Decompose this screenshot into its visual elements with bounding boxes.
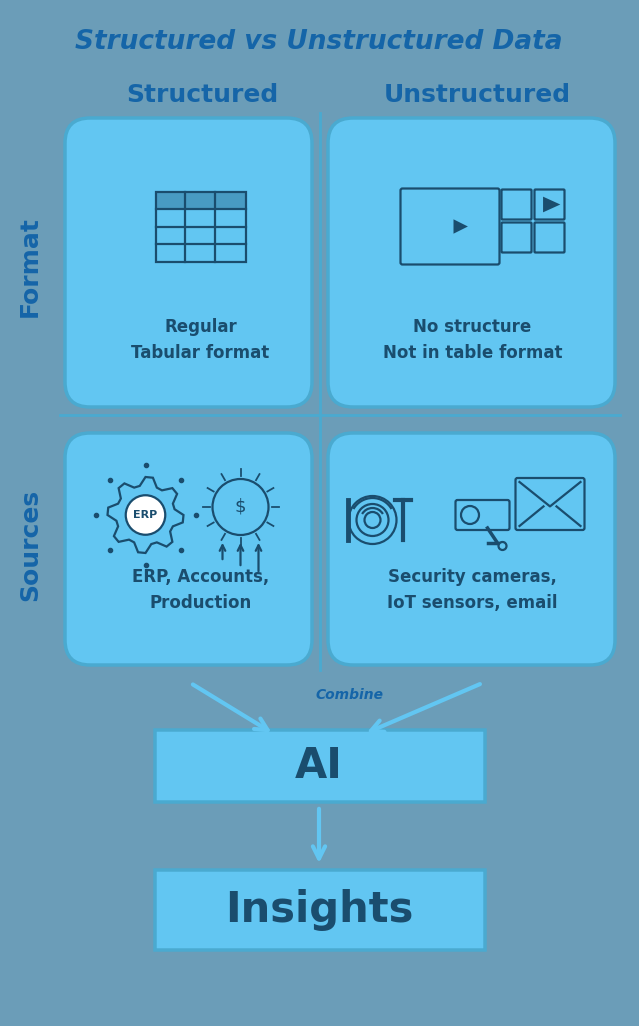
Text: ERP, Accounts,
Production: ERP, Accounts, Production <box>132 567 269 613</box>
FancyBboxPatch shape <box>456 500 509 530</box>
Text: Unstructured: Unstructured <box>384 83 571 107</box>
FancyBboxPatch shape <box>155 870 485 950</box>
FancyBboxPatch shape <box>65 433 312 665</box>
Circle shape <box>498 542 507 550</box>
FancyBboxPatch shape <box>534 223 564 252</box>
Text: Combine: Combine <box>315 688 383 702</box>
FancyBboxPatch shape <box>534 190 564 220</box>
Circle shape <box>126 496 166 535</box>
Text: ERP: ERP <box>134 510 158 520</box>
Text: Security cameras,
IoT sensors, email: Security cameras, IoT sensors, email <box>387 567 558 613</box>
FancyBboxPatch shape <box>516 478 585 530</box>
FancyBboxPatch shape <box>65 118 312 407</box>
FancyBboxPatch shape <box>401 189 500 265</box>
Polygon shape <box>543 197 560 212</box>
Bar <box>155 192 245 262</box>
Circle shape <box>461 506 479 524</box>
Bar <box>155 192 245 209</box>
Polygon shape <box>454 220 468 234</box>
Text: Structured: Structured <box>127 83 279 107</box>
Text: Insights: Insights <box>225 889 413 931</box>
FancyBboxPatch shape <box>502 223 532 252</box>
FancyBboxPatch shape <box>328 118 615 407</box>
Text: No structure
Not in table format: No structure Not in table format <box>383 318 562 362</box>
Text: Structured vs Unstructured Data: Structured vs Unstructured Data <box>75 29 563 55</box>
Text: $: $ <box>235 498 246 516</box>
Text: AI: AI <box>295 745 343 787</box>
Text: Format: Format <box>18 216 42 317</box>
Text: Sources: Sources <box>18 489 42 601</box>
Circle shape <box>213 479 268 535</box>
FancyBboxPatch shape <box>328 433 615 665</box>
Polygon shape <box>107 477 183 553</box>
FancyBboxPatch shape <box>155 731 485 802</box>
Text: Regular
Tabular format: Regular Tabular format <box>132 318 270 362</box>
FancyBboxPatch shape <box>502 190 532 220</box>
